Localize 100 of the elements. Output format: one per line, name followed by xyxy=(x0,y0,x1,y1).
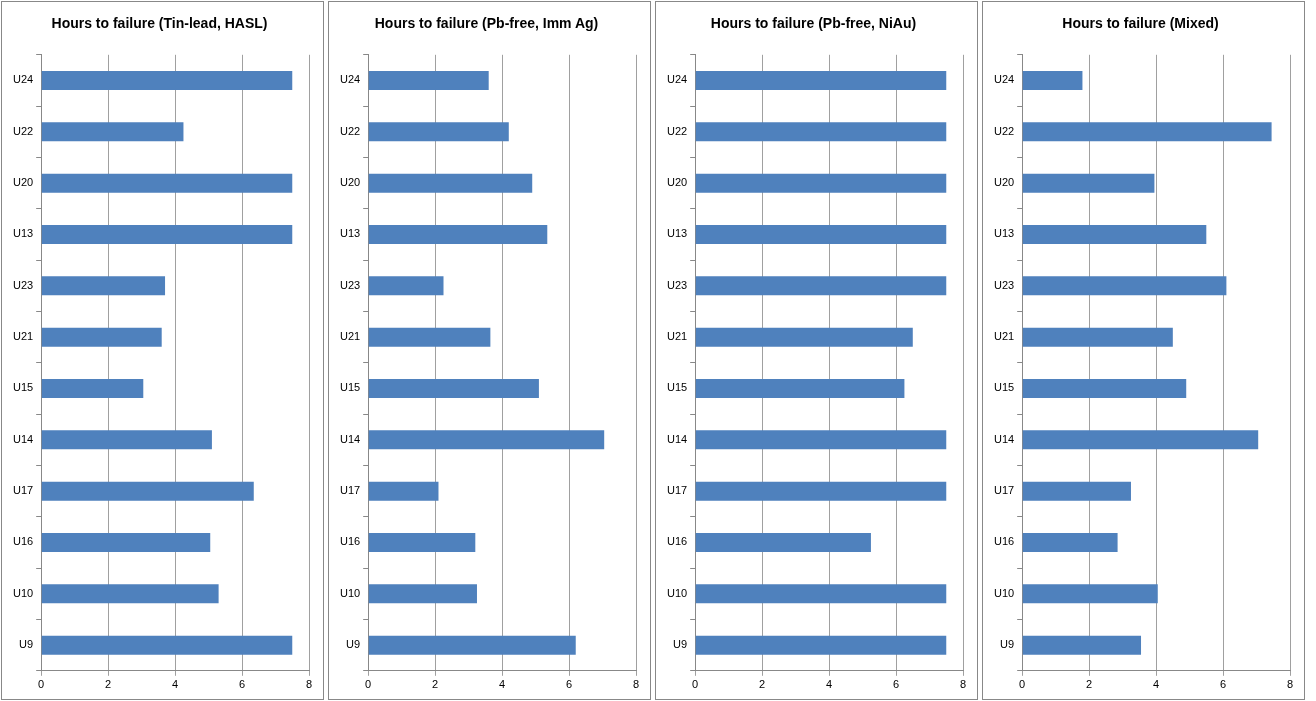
bar xyxy=(1022,173,1155,193)
y-tick-label: U9 xyxy=(673,638,688,651)
x-tick-label: 4 xyxy=(172,678,179,691)
y-tick-label: U15 xyxy=(993,381,1015,394)
y-tick-label: U22 xyxy=(666,124,688,137)
chart-title: Hours to failure (Pb-free, Imm Ag) xyxy=(374,15,599,32)
bar xyxy=(1022,70,1083,90)
x-tick-label: 2 xyxy=(759,678,766,691)
y-tick-label: U21 xyxy=(12,330,34,343)
y-tick-label: U10 xyxy=(993,586,1015,599)
y-tick-label: U24 xyxy=(666,73,688,86)
bar xyxy=(695,430,947,450)
y-tick-label: U13 xyxy=(12,227,34,240)
bar xyxy=(41,430,212,450)
bar xyxy=(695,635,947,655)
y-tick-label: U22 xyxy=(339,124,361,137)
y-tick-label: U17 xyxy=(993,484,1015,497)
y-tick-label: U13 xyxy=(993,227,1015,240)
bar xyxy=(1022,327,1173,347)
y-tick-label: U13 xyxy=(339,227,361,240)
x-tick-label: 2 xyxy=(105,678,112,691)
y-tick-label: U14 xyxy=(339,432,361,445)
y-tick-label: U9 xyxy=(346,638,361,651)
bar xyxy=(1022,532,1118,552)
y-tick-label: U24 xyxy=(993,73,1015,86)
y-tick-label: U17 xyxy=(12,484,34,497)
y-tick-label: U20 xyxy=(666,176,688,189)
y-tick-label: U10 xyxy=(12,586,34,599)
bar xyxy=(41,532,211,552)
bar xyxy=(41,70,293,90)
y-tick-label: U20 xyxy=(12,176,34,189)
bar xyxy=(368,584,477,604)
x-tick-label: 2 xyxy=(432,678,439,691)
bar xyxy=(1022,122,1272,142)
bar xyxy=(1022,481,1131,501)
x-tick-label: 6 xyxy=(238,678,246,691)
x-tick-label: 6 xyxy=(892,678,900,691)
bar xyxy=(1022,224,1207,244)
x-tick-label: 6 xyxy=(1219,678,1227,691)
bar xyxy=(368,635,576,655)
bar xyxy=(41,173,293,193)
bar xyxy=(368,532,476,552)
bar xyxy=(41,481,254,501)
x-tick-label: 8 xyxy=(305,678,313,691)
x-tick-label: 0 xyxy=(1019,678,1026,691)
bar xyxy=(1022,584,1158,604)
bar xyxy=(368,481,439,501)
x-tick-label: 4 xyxy=(1153,678,1160,691)
x-tick-label: 0 xyxy=(365,678,372,691)
bar xyxy=(695,532,871,552)
bar xyxy=(41,635,293,655)
bar xyxy=(1022,378,1187,398)
bar xyxy=(1022,276,1227,296)
bar xyxy=(368,122,509,142)
y-tick-label: U15 xyxy=(339,381,361,394)
bar xyxy=(695,378,905,398)
x-tick-label: 0 xyxy=(692,678,699,691)
x-tick-label: 8 xyxy=(1286,678,1294,691)
y-tick-label: U23 xyxy=(12,278,34,291)
y-tick-label: U20 xyxy=(339,176,361,189)
y-tick-label: U14 xyxy=(993,432,1015,445)
bar xyxy=(695,276,947,296)
x-tick-label: 0 xyxy=(38,678,45,691)
y-tick-label: U15 xyxy=(12,381,34,394)
bar xyxy=(695,122,947,142)
bar xyxy=(368,327,491,347)
bar xyxy=(368,173,533,193)
y-tick-label: U21 xyxy=(993,330,1015,343)
y-tick-label: U13 xyxy=(666,227,688,240)
bar xyxy=(695,584,947,604)
y-tick-label: U22 xyxy=(12,124,34,137)
y-tick-label: U14 xyxy=(12,432,34,445)
x-tick-label: 8 xyxy=(632,678,640,691)
bar xyxy=(695,70,947,90)
x-tick-label: 2 xyxy=(1086,678,1093,691)
x-tick-label: 6 xyxy=(565,678,573,691)
y-tick-label: U23 xyxy=(666,278,688,291)
y-tick-label: U9 xyxy=(1000,638,1015,651)
x-tick-label: 8 xyxy=(959,678,967,691)
y-tick-label: U16 xyxy=(666,535,688,548)
y-tick-label: U24 xyxy=(339,73,361,86)
bar xyxy=(695,327,913,347)
bar xyxy=(368,224,548,244)
bar xyxy=(41,378,144,398)
y-tick-label: U9 xyxy=(19,638,34,651)
chart-title: Hours to failure (Pb-free, NiAu) xyxy=(710,15,917,32)
y-tick-label: U17 xyxy=(339,484,361,497)
bar xyxy=(41,327,162,347)
bar xyxy=(695,224,947,244)
y-tick-label: U17 xyxy=(666,484,688,497)
y-tick-label: U23 xyxy=(993,278,1015,291)
y-tick-label: U20 xyxy=(993,176,1015,189)
chart-title: Hours to failure (Mixed) xyxy=(1062,15,1219,32)
bar xyxy=(1022,430,1259,450)
y-tick-label: U23 xyxy=(339,278,361,291)
y-tick-label: U16 xyxy=(993,535,1015,548)
bar xyxy=(41,224,293,244)
y-tick-label: U14 xyxy=(666,432,688,445)
bar xyxy=(368,430,605,450)
y-tick-label: U22 xyxy=(993,124,1015,137)
